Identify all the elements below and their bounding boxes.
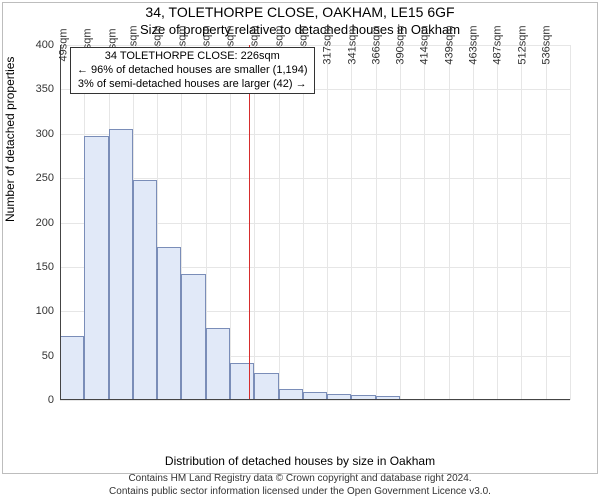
bar xyxy=(181,274,205,400)
reference-line xyxy=(249,45,250,400)
y-tick-label: 150 xyxy=(36,261,60,273)
annotation-box: 34 TOLETHORPE CLOSE: 226sqm ← 96% of det… xyxy=(70,47,315,94)
footnote-line2: Contains public sector information licen… xyxy=(0,486,600,499)
y-tick-label: 200 xyxy=(36,217,60,229)
x-axis-label: Distribution of detached houses by size … xyxy=(0,454,600,468)
x-tick-label: 341sqm xyxy=(344,25,358,64)
x-tick-label: 317sqm xyxy=(320,25,334,64)
y-axis-label: Number of detached properties xyxy=(3,57,17,222)
x-tick-label: 49sqm xyxy=(56,28,70,61)
y-tick-label: 50 xyxy=(42,350,60,362)
bars xyxy=(60,45,570,400)
plot-area: 050100150200250300350400 49sqm73sqm98sqm… xyxy=(60,45,570,400)
x-tick-label: 390sqm xyxy=(393,25,407,64)
annotation-line2: ← 96% of detached houses are smaller (1,… xyxy=(77,64,308,78)
x-tick-label: 414sqm xyxy=(417,25,431,64)
x-axis-line xyxy=(60,399,570,400)
y-axis-line xyxy=(60,45,61,400)
x-tick-label: 487sqm xyxy=(490,25,504,64)
y-tick-label: 100 xyxy=(36,305,60,317)
footnote-line1: Contains HM Land Registry data © Crown c… xyxy=(0,473,600,486)
y-tick-label: 250 xyxy=(36,172,60,184)
bar xyxy=(60,336,84,400)
bar xyxy=(157,247,181,400)
grid-h-line xyxy=(60,400,570,401)
bar xyxy=(84,136,108,400)
y-tick-label: 300 xyxy=(36,128,60,140)
x-tick-label: 512sqm xyxy=(514,25,528,64)
grid-v-line xyxy=(570,45,571,400)
y-tick-label: 0 xyxy=(48,394,60,406)
x-tick-label: 366sqm xyxy=(368,25,382,64)
bar xyxy=(230,363,254,400)
bar xyxy=(133,180,157,400)
chart-title: 34, TOLETHORPE CLOSE, OAKHAM, LE15 6GF xyxy=(0,4,600,20)
chart-container: 34, TOLETHORPE CLOSE, OAKHAM, LE15 6GF S… xyxy=(0,0,600,500)
bar xyxy=(254,373,278,400)
bar xyxy=(206,328,230,400)
bar xyxy=(109,129,133,400)
footnote: Contains HM Land Registry data © Crown c… xyxy=(0,473,600,498)
annotation-line3: 3% of semi-detached houses are larger (4… xyxy=(77,78,308,92)
x-tick-label: 463sqm xyxy=(465,25,479,64)
x-tick-label: 536sqm xyxy=(538,25,552,64)
y-tick-label: 350 xyxy=(36,83,60,95)
x-tick-label: 439sqm xyxy=(441,25,455,64)
annotation-line1: 34 TOLETHORPE CLOSE: 226sqm xyxy=(77,50,308,64)
